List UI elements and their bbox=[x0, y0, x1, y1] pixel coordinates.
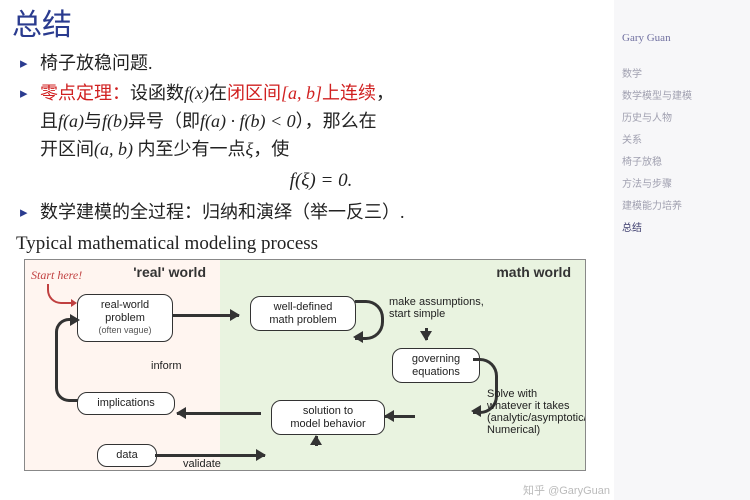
arrow-sol-to-impl bbox=[177, 412, 261, 415]
sidebar-item[interactable]: 总结 bbox=[622, 218, 742, 240]
node-implications: implications bbox=[77, 392, 175, 415]
theorem-name: 零点定理： bbox=[40, 83, 130, 103]
sidebar-item[interactable]: 椅子放稳 bbox=[622, 152, 742, 174]
sidebar: Gary Guan 数学数学模型与建模历史与人物关系椅子放稳方法与步骤建模能力培… bbox=[614, 0, 750, 500]
sidebar-author: Gary Guan bbox=[622, 26, 742, 50]
arrow-wdp-to-gov-stub bbox=[425, 328, 428, 340]
node-governing: governing equations bbox=[392, 348, 480, 383]
node-data: data bbox=[97, 444, 157, 467]
bullet-1: 椅子放稳问题. bbox=[40, 50, 602, 78]
node-solution: solution to model behavior bbox=[271, 400, 385, 435]
closed-interval-label: 闭区间[a, b]上连续 bbox=[227, 83, 376, 103]
real-world-label: 'real' world bbox=[133, 264, 206, 280]
label-validate: validate bbox=[183, 458, 221, 470]
sidebar-item[interactable]: 数学模型与建模 bbox=[622, 86, 742, 108]
arrow-rwp-to-wdp bbox=[173, 314, 239, 317]
bullet-2: 零点定理：设函数f(x)在闭区间[a, b]上连续， 且f(a)与f(b)异号（… bbox=[40, 80, 602, 195]
sidebar-item[interactable]: 历史与人物 bbox=[622, 108, 742, 130]
modeling-diagram: 'real' world math world Start here! real… bbox=[24, 259, 586, 471]
label-assumptions: make assumptions, start simple bbox=[389, 296, 484, 320]
bullet-3: 数学建模的全过程：归纳和演绎（举一反三）. bbox=[40, 199, 602, 227]
sidebar-item[interactable]: 关系 bbox=[622, 130, 742, 152]
label-solve: Solve with whatever it takes (analytic/a… bbox=[487, 388, 586, 436]
watermark: 知乎 @GaryGuan bbox=[523, 482, 610, 498]
arrow-validate-up bbox=[315, 436, 318, 446]
arrow-data-to-sol bbox=[155, 454, 265, 457]
sidebar-item[interactable]: 建模能力培养 bbox=[622, 196, 742, 218]
start-here-label: Start here! bbox=[31, 268, 82, 283]
arrow-impl-to-rwp bbox=[55, 318, 78, 402]
slide-main: 总结 椅子放稳问题. 零点定理：设函数f(x)在闭区间[a, b]上连续， 且f… bbox=[0, 0, 614, 500]
diagram-title: Typical mathematical modeling process bbox=[16, 233, 602, 255]
bullet-list: 椅子放稳问题. 零点定理：设函数f(x)在闭区间[a, b]上连续， 且f(a)… bbox=[12, 50, 602, 227]
math-world-label: math world bbox=[496, 264, 571, 280]
slide-title: 总结 bbox=[12, 0, 602, 44]
node-real-world-problem: real-world problem (often vague) bbox=[77, 294, 173, 342]
arrow-to-solution bbox=[385, 415, 415, 418]
node-well-defined: well-defined math problem bbox=[250, 296, 356, 331]
label-inform: inform bbox=[151, 360, 182, 372]
sidebar-item[interactable]: 方法与步骤 bbox=[622, 174, 742, 196]
sidebar-item[interactable]: 数学 bbox=[622, 64, 742, 86]
formula: f(ξ) = 0. bbox=[40, 166, 602, 195]
